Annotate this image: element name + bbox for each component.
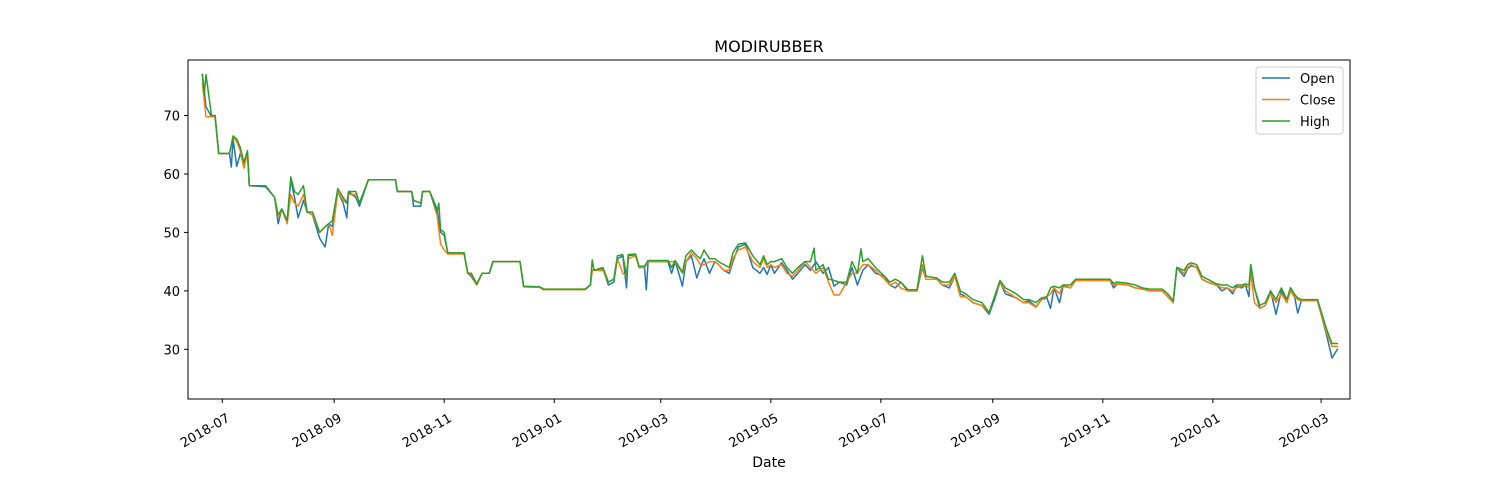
legend-label-open: Open bbox=[1300, 72, 1335, 87]
y-tick-label: 70 bbox=[163, 110, 180, 125]
legend-label-close: Close bbox=[1300, 94, 1335, 109]
x-axis-label: Date bbox=[752, 455, 785, 471]
plot-frame bbox=[187, 59, 1351, 400]
series-line-close bbox=[201, 82, 1339, 348]
series-layer bbox=[201, 73, 1339, 359]
y-axis: 30 40 50 60 70 bbox=[163, 110, 188, 358]
y-tick-label: 60 bbox=[163, 168, 180, 183]
y-tick-label: 30 bbox=[163, 343, 180, 358]
chart-title: MODIRUBBER bbox=[714, 37, 823, 56]
legend-label-high: High bbox=[1300, 115, 1330, 130]
y-tick-label: 40 bbox=[163, 285, 180, 300]
series-line-open bbox=[201, 73, 1339, 359]
series-line-high bbox=[201, 73, 1339, 345]
legend-box bbox=[1255, 66, 1344, 135]
y-tick-label: 50 bbox=[163, 226, 180, 241]
legend: Open Close High bbox=[1255, 66, 1344, 135]
